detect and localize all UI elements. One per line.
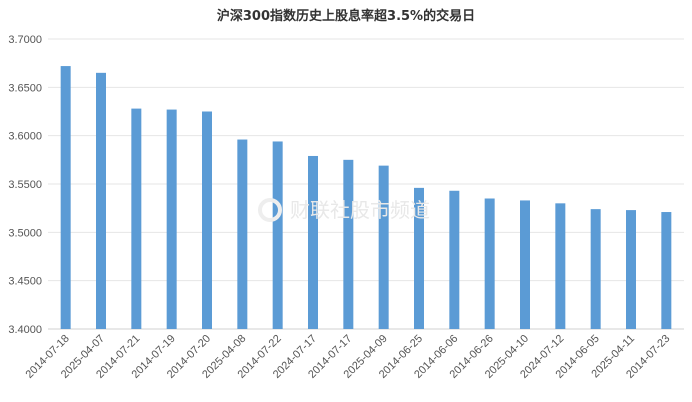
bar [414,187,424,329]
bar [202,111,212,329]
bar [237,139,248,329]
bar [555,203,566,329]
bar [590,209,601,329]
bar [520,200,530,329]
chart-title: 沪深300指数历史上股息率超3.5%的交易日 [217,8,475,24]
gridlines [48,38,684,330]
y-axis: 3.4000 3.4500 3.5000 3.5500 3.6000 3.6500 3.70… [8,34,42,336]
bar [166,109,177,329]
cailian-logo-icon [258,198,282,222]
bar [96,72,106,329]
bar [449,190,460,329]
watermark-text: 财联社股市频道 [290,198,430,222]
bar [661,212,672,329]
bar [131,108,142,329]
bar [60,66,71,330]
watermark: 财联社股市频道 [258,198,430,222]
y-tick-label: 3.5000 [8,227,42,239]
y-tick-label: 3.6000 [8,131,42,143]
bar [272,141,283,329]
bar [626,210,636,329]
bars [60,66,672,330]
bar [343,159,354,329]
bar [484,198,495,329]
y-tick-label: 3.5500 [8,179,42,191]
bar [308,155,318,329]
y-tick-label: 3.4500 [8,276,42,288]
y-tick-label: 3.7000 [8,34,42,46]
x-axis: 2014-07-182025-04-072014-07-212014-07-19… [24,333,673,381]
bar [378,165,389,329]
y-tick-label: 3.6500 [8,82,42,94]
y-tick-label: 3.4000 [8,324,42,336]
